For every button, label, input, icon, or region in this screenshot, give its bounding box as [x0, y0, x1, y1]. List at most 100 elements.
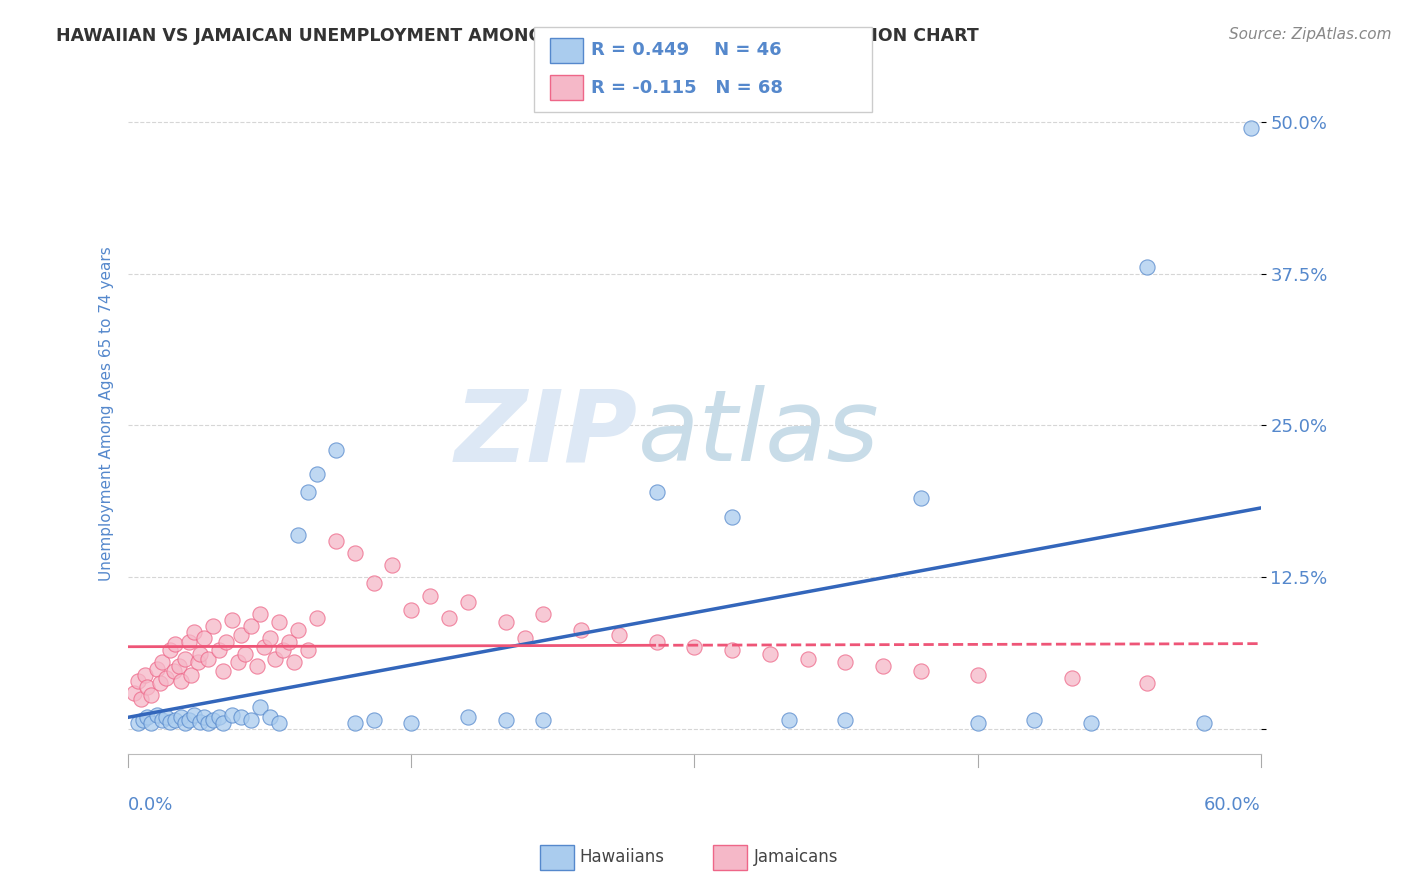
Point [253, 640, 276, 654]
Text: 0.0%: 0.0% [128, 797, 173, 814]
Point [127, 716, 149, 731]
Point [150, 713, 173, 727]
Point [187, 656, 209, 670]
Point [607, 627, 630, 641]
Point [269, 615, 291, 630]
Point [325, 442, 347, 457]
Point [381, 558, 404, 573]
Point [259, 710, 281, 724]
Point [305, 610, 328, 624]
Point [239, 619, 262, 633]
Point [287, 623, 309, 637]
Point [325, 533, 347, 548]
Point [645, 485, 668, 500]
Point [170, 673, 193, 688]
Point [363, 713, 385, 727]
Point [231, 710, 253, 724]
Point [233, 647, 256, 661]
Point [131, 692, 153, 706]
Point [910, 491, 932, 506]
Y-axis label: Unemployment Among Ages 65 to 74 years: Unemployment Among Ages 65 to 74 years [100, 246, 114, 581]
Point [155, 710, 177, 724]
Point [188, 647, 211, 661]
Point [136, 710, 159, 724]
Point [343, 546, 366, 560]
Text: Jamaicans: Jamaicans [754, 848, 838, 866]
Point [162, 664, 184, 678]
Point [305, 467, 328, 481]
Point [283, 656, 305, 670]
Point [215, 635, 238, 649]
Point [834, 656, 856, 670]
Point [145, 661, 167, 675]
Point [401, 603, 423, 617]
Text: ZIP: ZIP [454, 385, 638, 483]
Point [177, 635, 200, 649]
Point [197, 716, 219, 731]
Point [249, 700, 271, 714]
Point [457, 710, 479, 724]
Point [202, 619, 225, 633]
Point [437, 610, 460, 624]
Point [249, 607, 271, 621]
Point [180, 667, 202, 681]
Point [966, 716, 988, 731]
Point [287, 528, 309, 542]
Point [271, 643, 294, 657]
Point [183, 625, 205, 640]
Point [211, 716, 233, 731]
Point [197, 652, 219, 666]
Point [721, 643, 744, 657]
Point [226, 656, 249, 670]
Point [1192, 716, 1215, 731]
Point [127, 673, 149, 688]
Point [834, 713, 856, 727]
Point [495, 615, 517, 630]
Point [245, 659, 267, 673]
Text: Hawaiians: Hawaiians [579, 848, 664, 866]
Point [193, 710, 215, 724]
Point [277, 635, 299, 649]
Point [796, 652, 818, 666]
Point [211, 664, 233, 678]
Text: Source: ZipAtlas.com: Source: ZipAtlas.com [1229, 27, 1392, 42]
Point [645, 635, 668, 649]
Point [533, 713, 555, 727]
Point [1060, 671, 1083, 685]
Point [122, 686, 145, 700]
Point [264, 652, 287, 666]
Point [778, 713, 800, 727]
Point [297, 643, 319, 657]
Point [297, 485, 319, 500]
Point [159, 643, 181, 657]
Point [150, 656, 173, 670]
Point [132, 713, 155, 727]
Point [683, 640, 706, 654]
Point [170, 710, 193, 724]
Point [910, 664, 932, 678]
Point [165, 713, 187, 727]
Point [188, 714, 211, 729]
Text: R = 0.449    N = 46: R = 0.449 N = 46 [591, 42, 782, 60]
Point [177, 713, 200, 727]
Point [221, 707, 243, 722]
Point [759, 647, 782, 661]
Point [419, 589, 441, 603]
Point [145, 707, 167, 722]
Point [139, 688, 162, 702]
Point [401, 716, 423, 731]
Text: atlas: atlas [638, 385, 879, 483]
Text: 60.0%: 60.0% [1204, 797, 1261, 814]
Point [533, 607, 555, 621]
Text: R = -0.115   N = 68: R = -0.115 N = 68 [591, 78, 783, 96]
Point [231, 627, 253, 641]
Point [134, 667, 156, 681]
Point [167, 659, 190, 673]
Point [183, 707, 205, 722]
Point [155, 671, 177, 685]
Point [259, 631, 281, 645]
Point [343, 716, 366, 731]
Point [208, 643, 231, 657]
Point [173, 716, 195, 731]
Point [513, 631, 536, 645]
